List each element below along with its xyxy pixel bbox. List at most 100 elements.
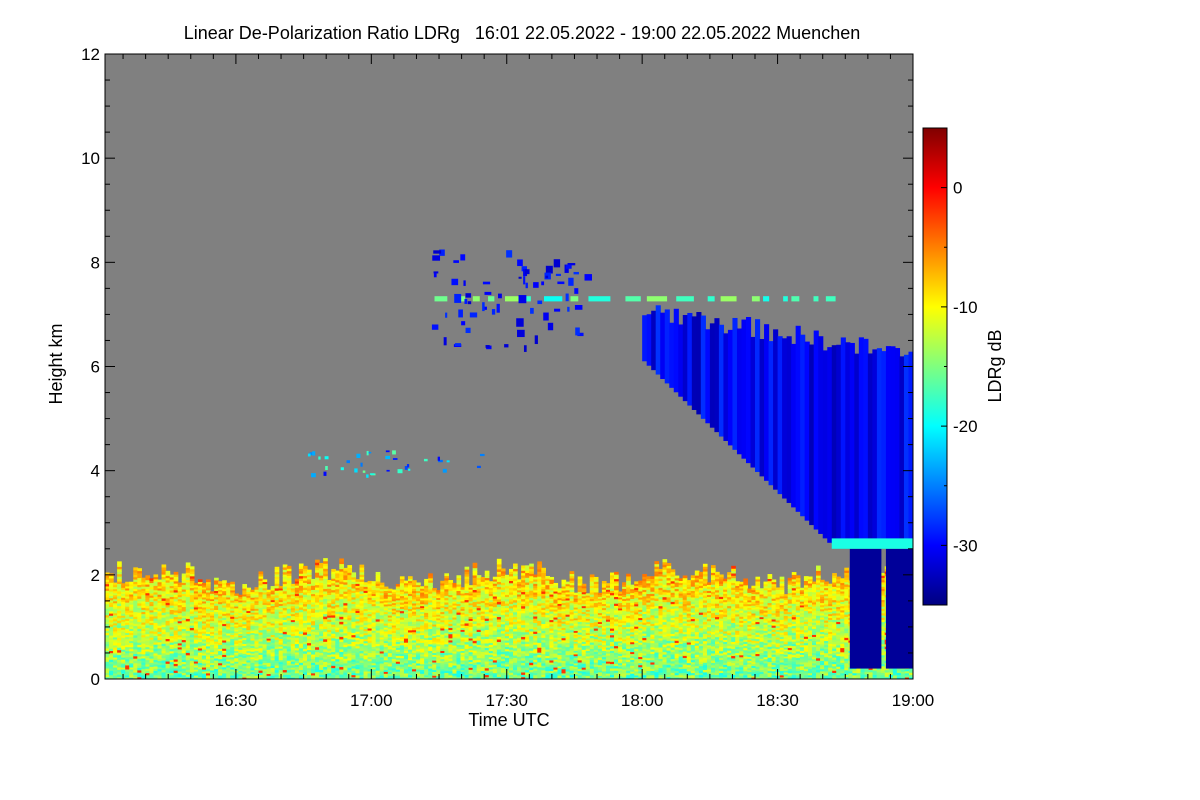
cell-aerosol (157, 579, 163, 583)
cell-aerosol (129, 628, 134, 631)
cell-aerosol (185, 562, 191, 566)
cell-aerosol (149, 664, 155, 668)
cell-aerosol (214, 586, 219, 589)
cell-aerosol (214, 624, 219, 627)
cell-aerosol (517, 674, 522, 678)
cell-aerosol (347, 593, 353, 597)
cell-aerosol (335, 618, 340, 621)
cell-aerosol (177, 628, 183, 632)
cell-aerosol (234, 639, 239, 643)
cell-aerosol (197, 674, 203, 678)
cell-aerosol (113, 624, 118, 628)
cell-aerosol (484, 642, 490, 646)
cell-aerosol (480, 664, 486, 667)
cell-aerosol (351, 670, 357, 673)
cell-aerosol (383, 600, 389, 603)
cell-aerosol (472, 664, 478, 668)
cell-aerosol (246, 627, 252, 631)
cell-aerosol (133, 606, 138, 610)
cell-aerosol (218, 652, 223, 656)
cell-aerosol (262, 641, 268, 645)
cell-aerosol (109, 615, 114, 618)
cell-aerosol (286, 641, 292, 645)
cell-aerosol (331, 630, 336, 634)
cell-aerosol (274, 566, 280, 570)
cell-aerosol (242, 635, 247, 639)
cell-aerosol (472, 620, 478, 624)
cell-aerosol (173, 616, 179, 620)
cell-aerosol (363, 614, 369, 618)
cell-aerosol (282, 657, 288, 661)
cell-aerosol (327, 608, 332, 612)
cell-aerosol (347, 586, 353, 590)
cell-aerosol (323, 651, 328, 655)
cell-aerosol (476, 648, 482, 652)
cell-aerosol (335, 658, 340, 662)
cell-aerosol (258, 674, 264, 678)
cell-aerosol (282, 676, 288, 679)
cell-aerosol (428, 586, 433, 590)
cell-aerosol (347, 660, 353, 663)
cell-aerosol (339, 566, 344, 570)
cell-aerosol (173, 665, 179, 669)
cell-aerosol (117, 598, 122, 602)
cell-aerosol (177, 624, 183, 628)
cell-aerosol (472, 565, 478, 569)
cell-aerosol (517, 668, 522, 672)
cell-aerosol (298, 645, 304, 649)
cell-aerosol (339, 616, 344, 620)
cell-aerosol (311, 601, 316, 605)
cell-aerosol (436, 621, 441, 625)
cell-aerosol (117, 576, 122, 580)
cell-aerosol (258, 618, 264, 622)
cell-aerosol (327, 617, 332, 620)
cell-aerosol (113, 586, 118, 590)
cell-aerosol (226, 588, 231, 592)
cell-aerosol (105, 574, 110, 578)
cell-aerosol (270, 651, 276, 655)
cell-aerosol (157, 654, 163, 657)
cell-aerosol (262, 583, 268, 587)
cell-aerosol (169, 665, 175, 669)
cell-aerosol (420, 651, 425, 655)
cell-aerosol (371, 640, 377, 643)
cell-aerosol (201, 646, 207, 650)
cell-aerosol (391, 636, 397, 639)
cell-aerosol (391, 600, 397, 604)
cell-aerosol (339, 633, 344, 637)
cell-aerosol (351, 647, 357, 651)
cell-aerosol (424, 606, 429, 609)
cell-aerosol (250, 665, 256, 669)
cell-aerosol (181, 665, 187, 669)
cell-aerosol (351, 623, 357, 627)
cell-aerosol (226, 628, 231, 632)
cell-aerosol (169, 661, 175, 665)
cell-aerosol (246, 652, 252, 655)
cell-aerosol (504, 592, 510, 595)
cell-aerosol (476, 607, 482, 611)
cell-aerosol (492, 591, 498, 595)
cell-aerosol (387, 656, 393, 659)
cell-aerosol (125, 658, 130, 662)
cell-aerosol (391, 658, 397, 661)
cell-aerosol (290, 633, 296, 636)
cell-aerosol (307, 635, 312, 639)
cell-aerosol (234, 618, 239, 621)
cell-aerosol (496, 583, 502, 587)
cell-aerosol (492, 632, 498, 635)
cell-aerosol (113, 610, 118, 614)
cell-aerosol (226, 614, 231, 618)
cell-aerosol (278, 585, 284, 589)
cell-aerosol (210, 655, 215, 658)
cell-aerosol (319, 671, 324, 675)
cell-aerosol (315, 666, 320, 670)
cell-aerosol (246, 665, 252, 669)
cell-aerosol (323, 646, 328, 650)
cell-aerosol (395, 595, 401, 599)
cell-aerosol (492, 604, 498, 608)
cell-aerosol (444, 628, 449, 632)
cell-aerosol (339, 628, 344, 632)
cell-aerosol (331, 596, 336, 600)
cell-aerosol (432, 595, 437, 599)
cell-aerosol (278, 657, 284, 661)
